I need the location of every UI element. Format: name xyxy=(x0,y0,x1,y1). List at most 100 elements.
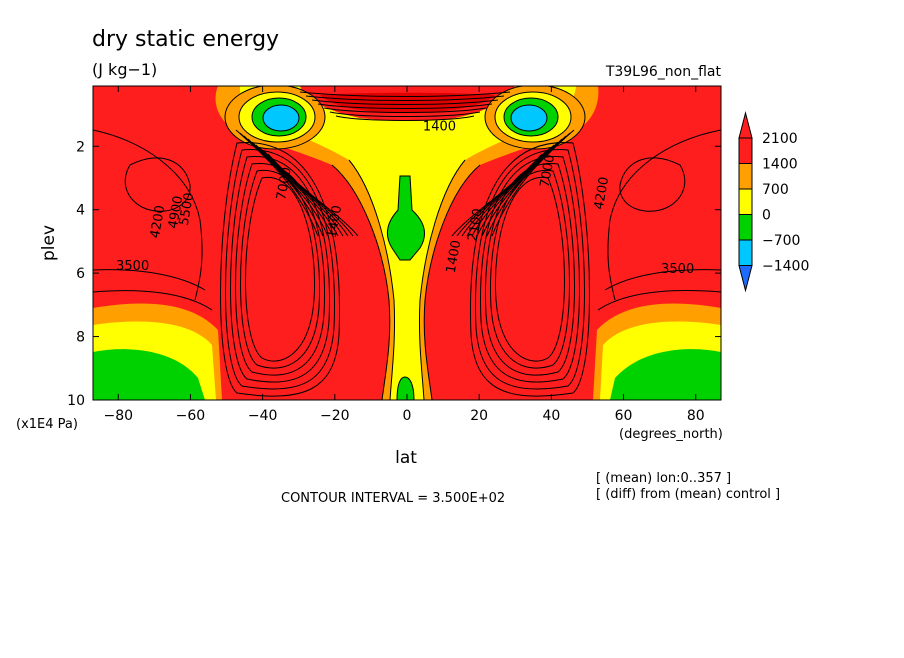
contour-line xyxy=(489,170,570,369)
contour-label: 4900 xyxy=(166,195,187,230)
note-mean: [ (mean) lon:0..357 ] xyxy=(596,471,731,486)
x-axis-label: lat xyxy=(395,448,417,468)
contour-label: 7000 xyxy=(274,166,295,201)
contour-line xyxy=(317,103,493,109)
contour-label: 7000 xyxy=(538,153,559,188)
colorbar-label: −1400 xyxy=(762,259,809,275)
colorbar-top-triangle xyxy=(738,111,753,139)
contour-line xyxy=(93,129,203,301)
colorbar-segment xyxy=(738,239,753,266)
y-axis-label: plev xyxy=(39,225,59,261)
contour-line xyxy=(484,163,575,376)
contour-line xyxy=(470,142,590,397)
contour-line xyxy=(259,147,349,237)
note-diff: [ (diff) from (mean) control ] xyxy=(596,487,780,502)
contour-line xyxy=(494,91,572,143)
contour-line xyxy=(263,150,354,237)
contour-line xyxy=(331,164,391,400)
contour-line xyxy=(238,91,316,143)
colorbar-label: −700 xyxy=(762,233,800,249)
contour-label: 3500 xyxy=(661,262,694,277)
contour-line xyxy=(456,150,547,237)
x-tick-label: −20 xyxy=(320,408,350,424)
contour-line xyxy=(299,91,511,97)
contour-label: 3500 xyxy=(116,259,149,274)
contour-line xyxy=(245,176,316,362)
contour-line xyxy=(475,149,585,390)
y-tick-label: 10 xyxy=(67,393,85,409)
contour-label: 1400 xyxy=(325,204,346,239)
colorbar-segment xyxy=(738,188,753,215)
contour-line xyxy=(262,104,300,132)
contour-line xyxy=(348,159,396,400)
colorbar: 2100 1400 700 0 −700 −1400 xyxy=(738,111,809,293)
contour-line xyxy=(93,269,206,291)
contour-line xyxy=(251,97,307,137)
contour-line xyxy=(607,129,721,301)
contour-line xyxy=(311,99,499,105)
contour-interval: CONTOUR INTERVAL = 3.500E+02 xyxy=(281,491,505,506)
contour-label: 1400 xyxy=(444,239,465,274)
field-anom-right-cyan xyxy=(511,105,547,131)
contour-line xyxy=(251,141,339,237)
field-green-lower-left xyxy=(93,349,205,400)
contour-line xyxy=(471,141,559,237)
x-tick-label: 40 xyxy=(542,408,560,424)
contour-line xyxy=(335,115,475,121)
contour-line xyxy=(329,111,481,117)
x-unit-label: (degrees_north) xyxy=(619,427,723,442)
contour-lines xyxy=(93,86,721,400)
contour-line xyxy=(510,104,548,132)
contour-line xyxy=(240,170,321,369)
contour-line xyxy=(494,176,565,362)
contour-label: 5500 xyxy=(177,191,198,226)
contour-line xyxy=(423,164,481,400)
field-green-equator-mid xyxy=(386,175,425,261)
contour-labels: 4200490055003500700014001400140070002100… xyxy=(116,119,694,277)
colorbar-label: 0 xyxy=(762,208,771,224)
colorbar-segment xyxy=(738,137,753,164)
x-tick-label: −60 xyxy=(176,408,206,424)
contour-line xyxy=(619,157,686,212)
x-tick-label: 0 xyxy=(403,408,412,424)
contour-label: 4200 xyxy=(592,176,613,211)
colorbar-label: 700 xyxy=(762,182,789,198)
contour-line xyxy=(604,269,721,291)
chart-title: dry static energy xyxy=(92,27,279,52)
contour-label: 4200 xyxy=(148,204,169,239)
contour-line xyxy=(255,144,344,237)
contour-line xyxy=(224,86,326,150)
contour-line xyxy=(503,97,559,137)
field-green-lower-right xyxy=(610,349,721,400)
contour-line xyxy=(323,107,487,113)
contour-line xyxy=(451,153,543,237)
contour-label: 2100 xyxy=(465,207,486,242)
y-tick-label: 8 xyxy=(76,330,85,346)
contour-label: 1400 xyxy=(423,119,456,134)
x-tick-label: 20 xyxy=(470,408,488,424)
colorbar-segment xyxy=(738,163,753,190)
x-axis: −80 −60 −40 −20 0 20 40 60 80 xyxy=(103,86,705,424)
y-tick-label: 2 xyxy=(76,139,85,155)
colorbar-segment xyxy=(738,214,753,241)
contour-line xyxy=(484,86,586,150)
contour-line xyxy=(305,95,505,101)
y-tick-label: 6 xyxy=(76,266,85,282)
x-tick-label: −80 xyxy=(103,408,133,424)
colorbar-label: 2100 xyxy=(762,131,798,147)
colorbar-label: 1400 xyxy=(762,157,798,173)
y-unit-label: (x1E4 Pa) xyxy=(16,417,78,432)
experiment-label: T39L96_non_flat xyxy=(605,64,722,80)
contour-line xyxy=(93,290,213,311)
y-tick-label: 4 xyxy=(76,203,85,219)
contour-line xyxy=(225,149,335,390)
contour-line xyxy=(220,142,340,397)
colorbar-bottom-triangle xyxy=(738,265,753,293)
contour-line xyxy=(597,290,721,311)
plot-area xyxy=(93,86,721,400)
contour-line xyxy=(267,153,359,237)
contour-line xyxy=(124,157,191,212)
chart-units: (J kg−1) xyxy=(92,60,157,79)
